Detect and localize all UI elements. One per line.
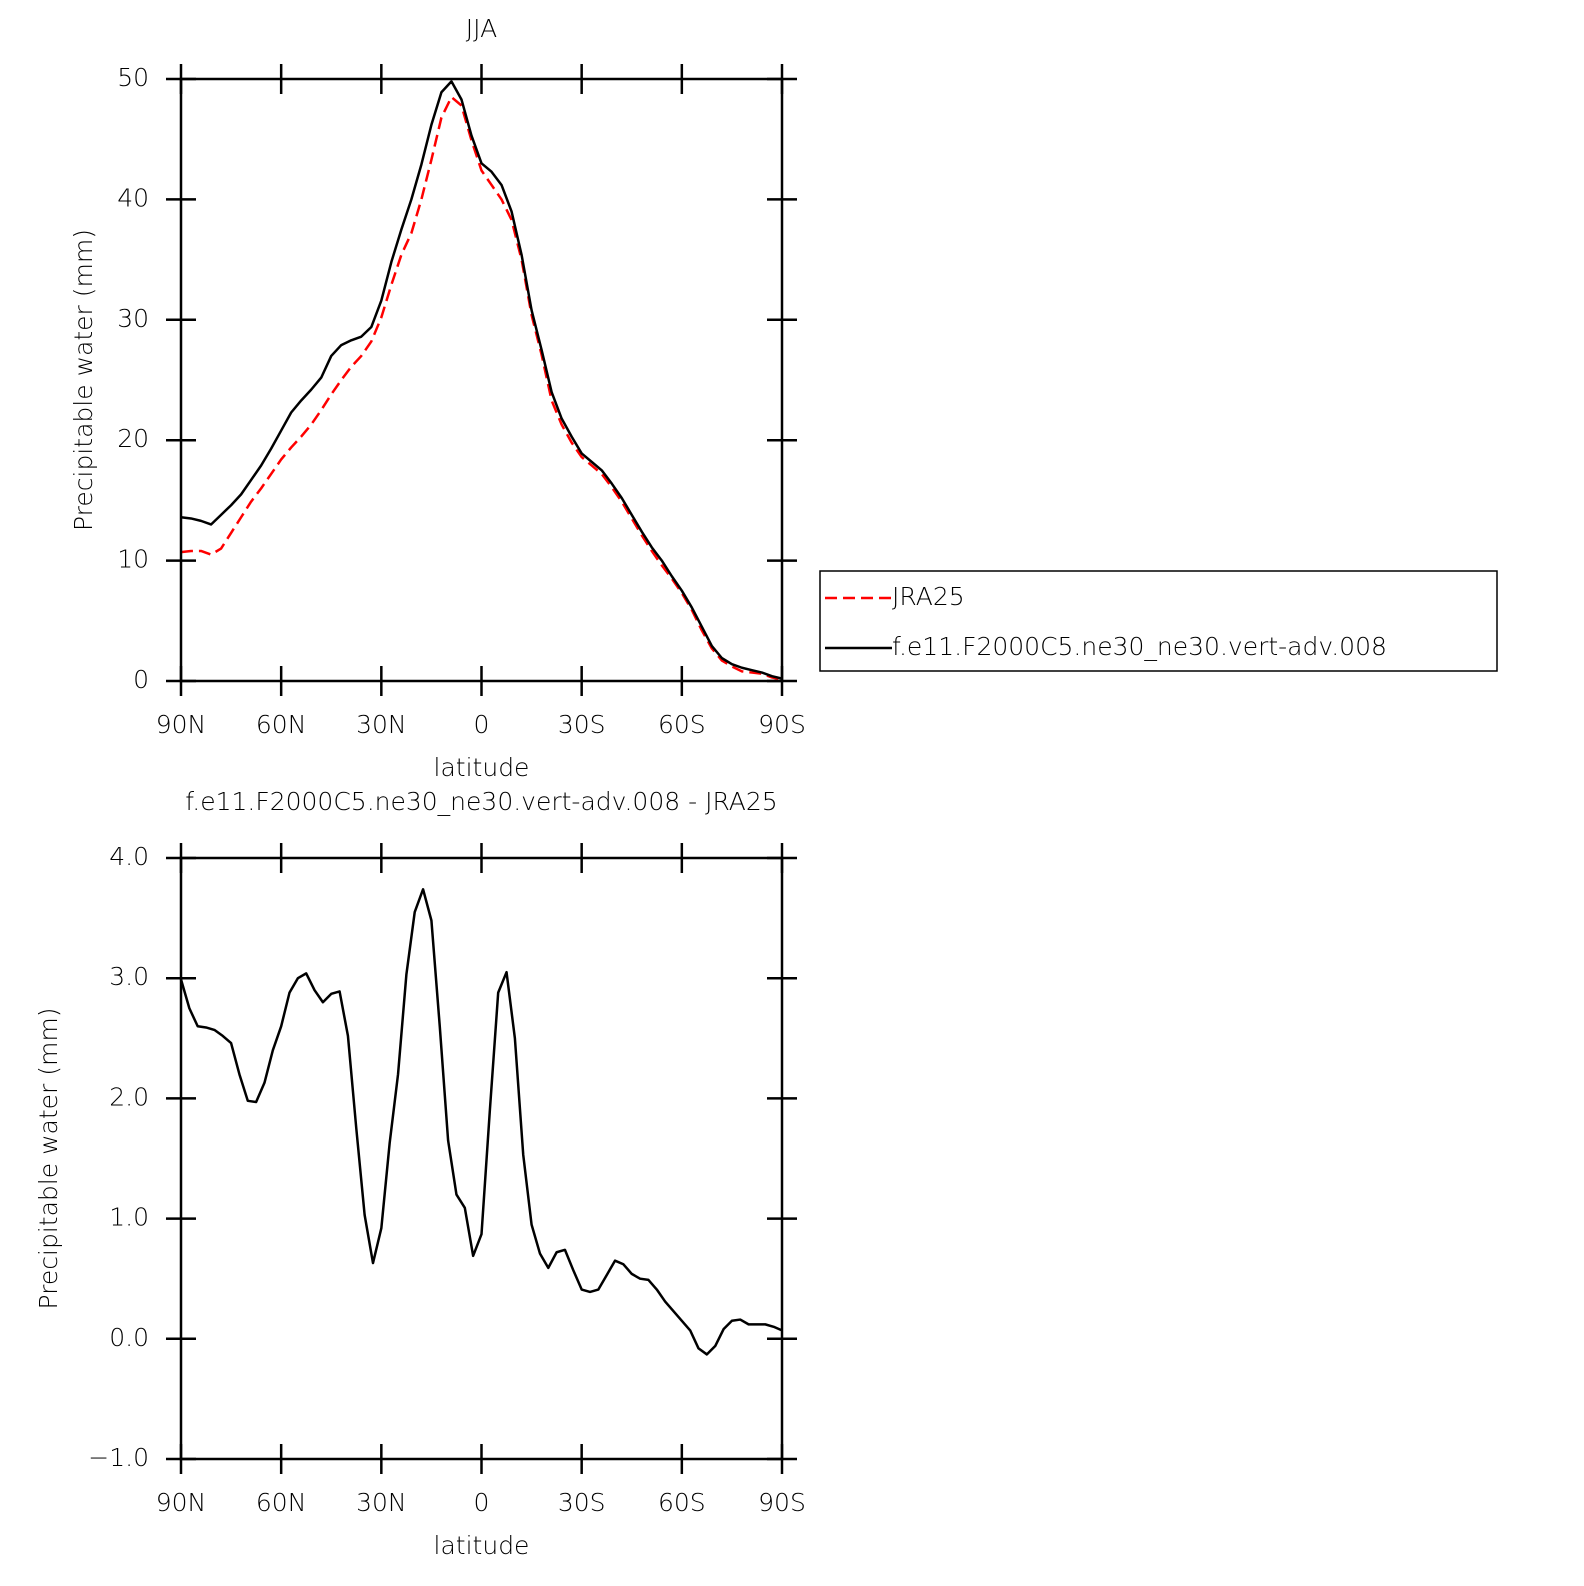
y-tick-label: 4.0 [109, 842, 149, 871]
x-tick-label: 60N [256, 710, 307, 739]
y-tick-label: 10 [117, 545, 149, 574]
x-tick-label: 30S [558, 710, 606, 739]
y-tick-label: 1.0 [109, 1203, 149, 1232]
y-tick-label: 3.0 [109, 962, 149, 991]
x-tick-label: 0 [474, 710, 490, 739]
x-tick-label: 90N [156, 710, 207, 739]
y-tick-label: 0.0 [109, 1323, 149, 1352]
x-axis-label: latitude [434, 753, 530, 782]
plot-frame [179, 856, 784, 1461]
y-tick-label: 0 [133, 665, 149, 694]
y-tick-label: 2.0 [109, 1082, 149, 1111]
data-line [180, 95, 783, 682]
x-tick-label: 90N [156, 1488, 207, 1517]
x-tick-label: 60S [658, 1488, 706, 1517]
x-axis-label: latitude [434, 1531, 530, 1560]
x-tick-label: 30S [558, 1488, 606, 1517]
y-tick-label: −1.0 [88, 1443, 149, 1472]
x-tick-label: 30N [356, 710, 407, 739]
y-axis-label: Precipitable water (mm) [69, 229, 98, 531]
x-tick-label: 60S [658, 710, 706, 739]
legend-label: JRA25 [892, 582, 965, 611]
y-tick-label: 20 [117, 424, 149, 453]
x-tick-label: 60N [256, 1488, 307, 1517]
legend-box [819, 570, 1498, 672]
y-tick-label: 30 [117, 304, 149, 333]
x-tick-label: 90S [758, 1488, 806, 1517]
data-line [180, 80, 783, 680]
x-tick-label: 0 [474, 1488, 490, 1517]
chart-title: JJA [466, 14, 497, 43]
x-tick-label: 90S [758, 710, 806, 739]
y-axis-label: Precipitable water (mm) [34, 1008, 63, 1310]
data-line [179, 888, 783, 1356]
x-tick-label: 30N [356, 1488, 407, 1517]
chart-title: f.e11.F2000C5.ne30_ne30.vert-adv.008 - J… [185, 787, 777, 816]
plot-frame [179, 77, 784, 683]
y-tick-label: 40 [117, 183, 149, 212]
y-tick-label: 50 [117, 63, 149, 92]
legend-label: f.e11.F2000C5.ne30_ne30.vert-adv.008 [892, 632, 1387, 661]
